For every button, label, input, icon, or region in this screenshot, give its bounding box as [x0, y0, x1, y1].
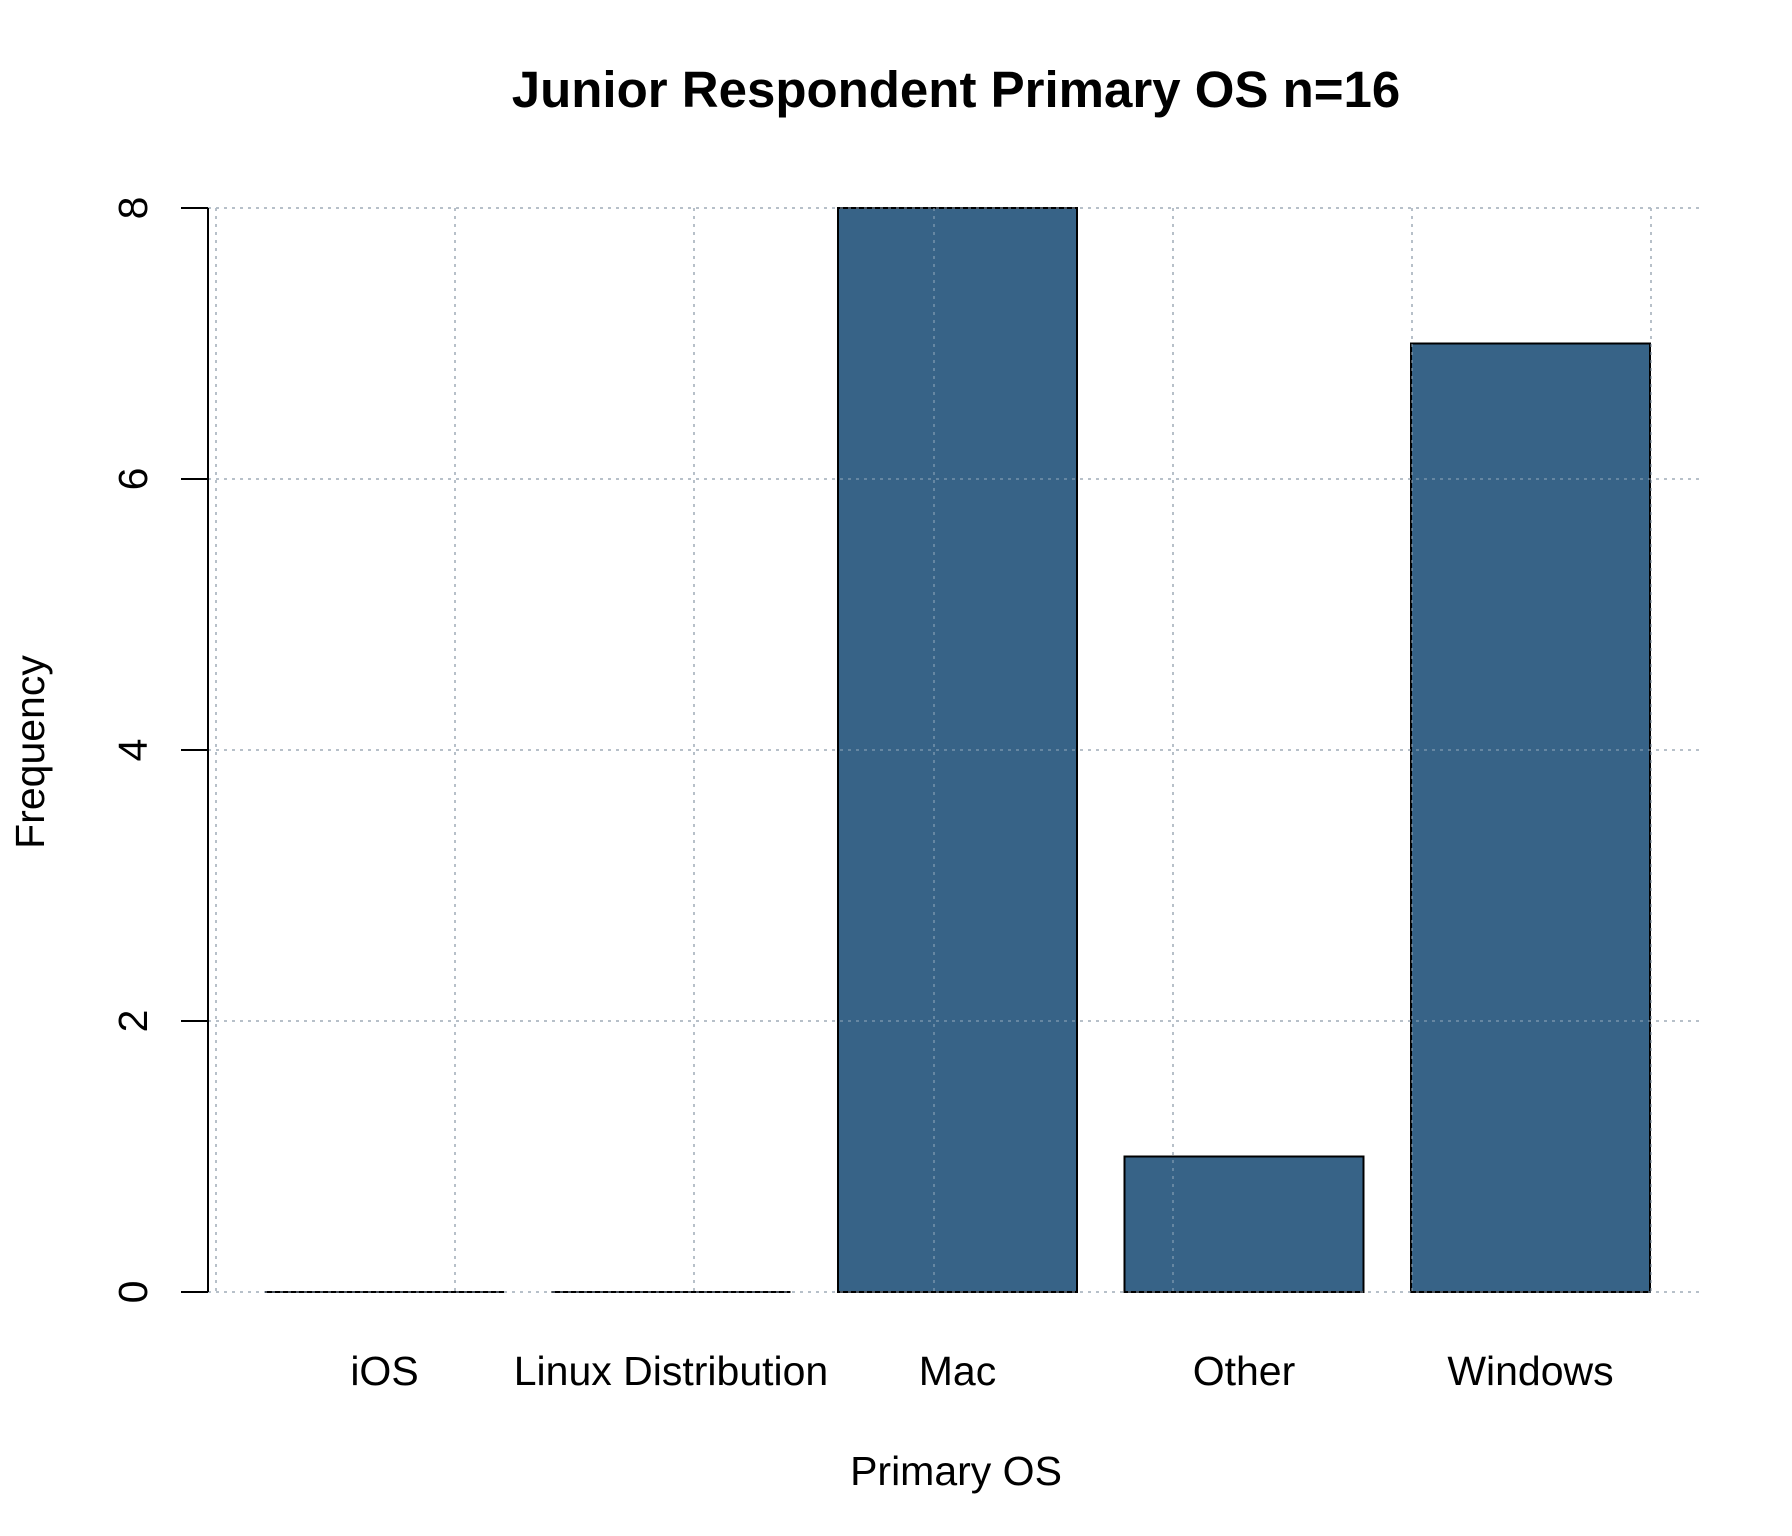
x-axis-label: Primary OS — [850, 1448, 1062, 1494]
x-tick-label: Windows — [1447, 1348, 1613, 1394]
x-tick-label: Linux Distribution — [514, 1348, 829, 1394]
x-tick-label: Mac — [919, 1348, 996, 1394]
y-axis-label: Frequency — [7, 655, 53, 849]
bars — [265, 207, 1651, 1293]
y-tick-label: 8 — [110, 197, 156, 220]
x-tick-label: iOS — [350, 1348, 418, 1394]
x-tick-labels: iOS Linux Distribution Mac Other Windows — [350, 1348, 1613, 1394]
y-tick-label: 0 — [110, 1281, 156, 1304]
x-tick-label: Other — [1193, 1348, 1296, 1394]
bar-windows — [1410, 342, 1651, 1293]
grid-lines-overlay — [208, 207, 1700, 1293]
y-tick-label: 6 — [110, 468, 156, 491]
chart-title: Junior Respondent Primary OS n=16 — [512, 61, 1401, 118]
bar-mac — [837, 207, 1078, 1293]
y-tick-label: 2 — [110, 1010, 156, 1033]
y-axis: 0 2 4 6 8 — [110, 197, 209, 1304]
bar-other — [1123, 1155, 1365, 1293]
y-tick-label: 4 — [110, 739, 156, 762]
